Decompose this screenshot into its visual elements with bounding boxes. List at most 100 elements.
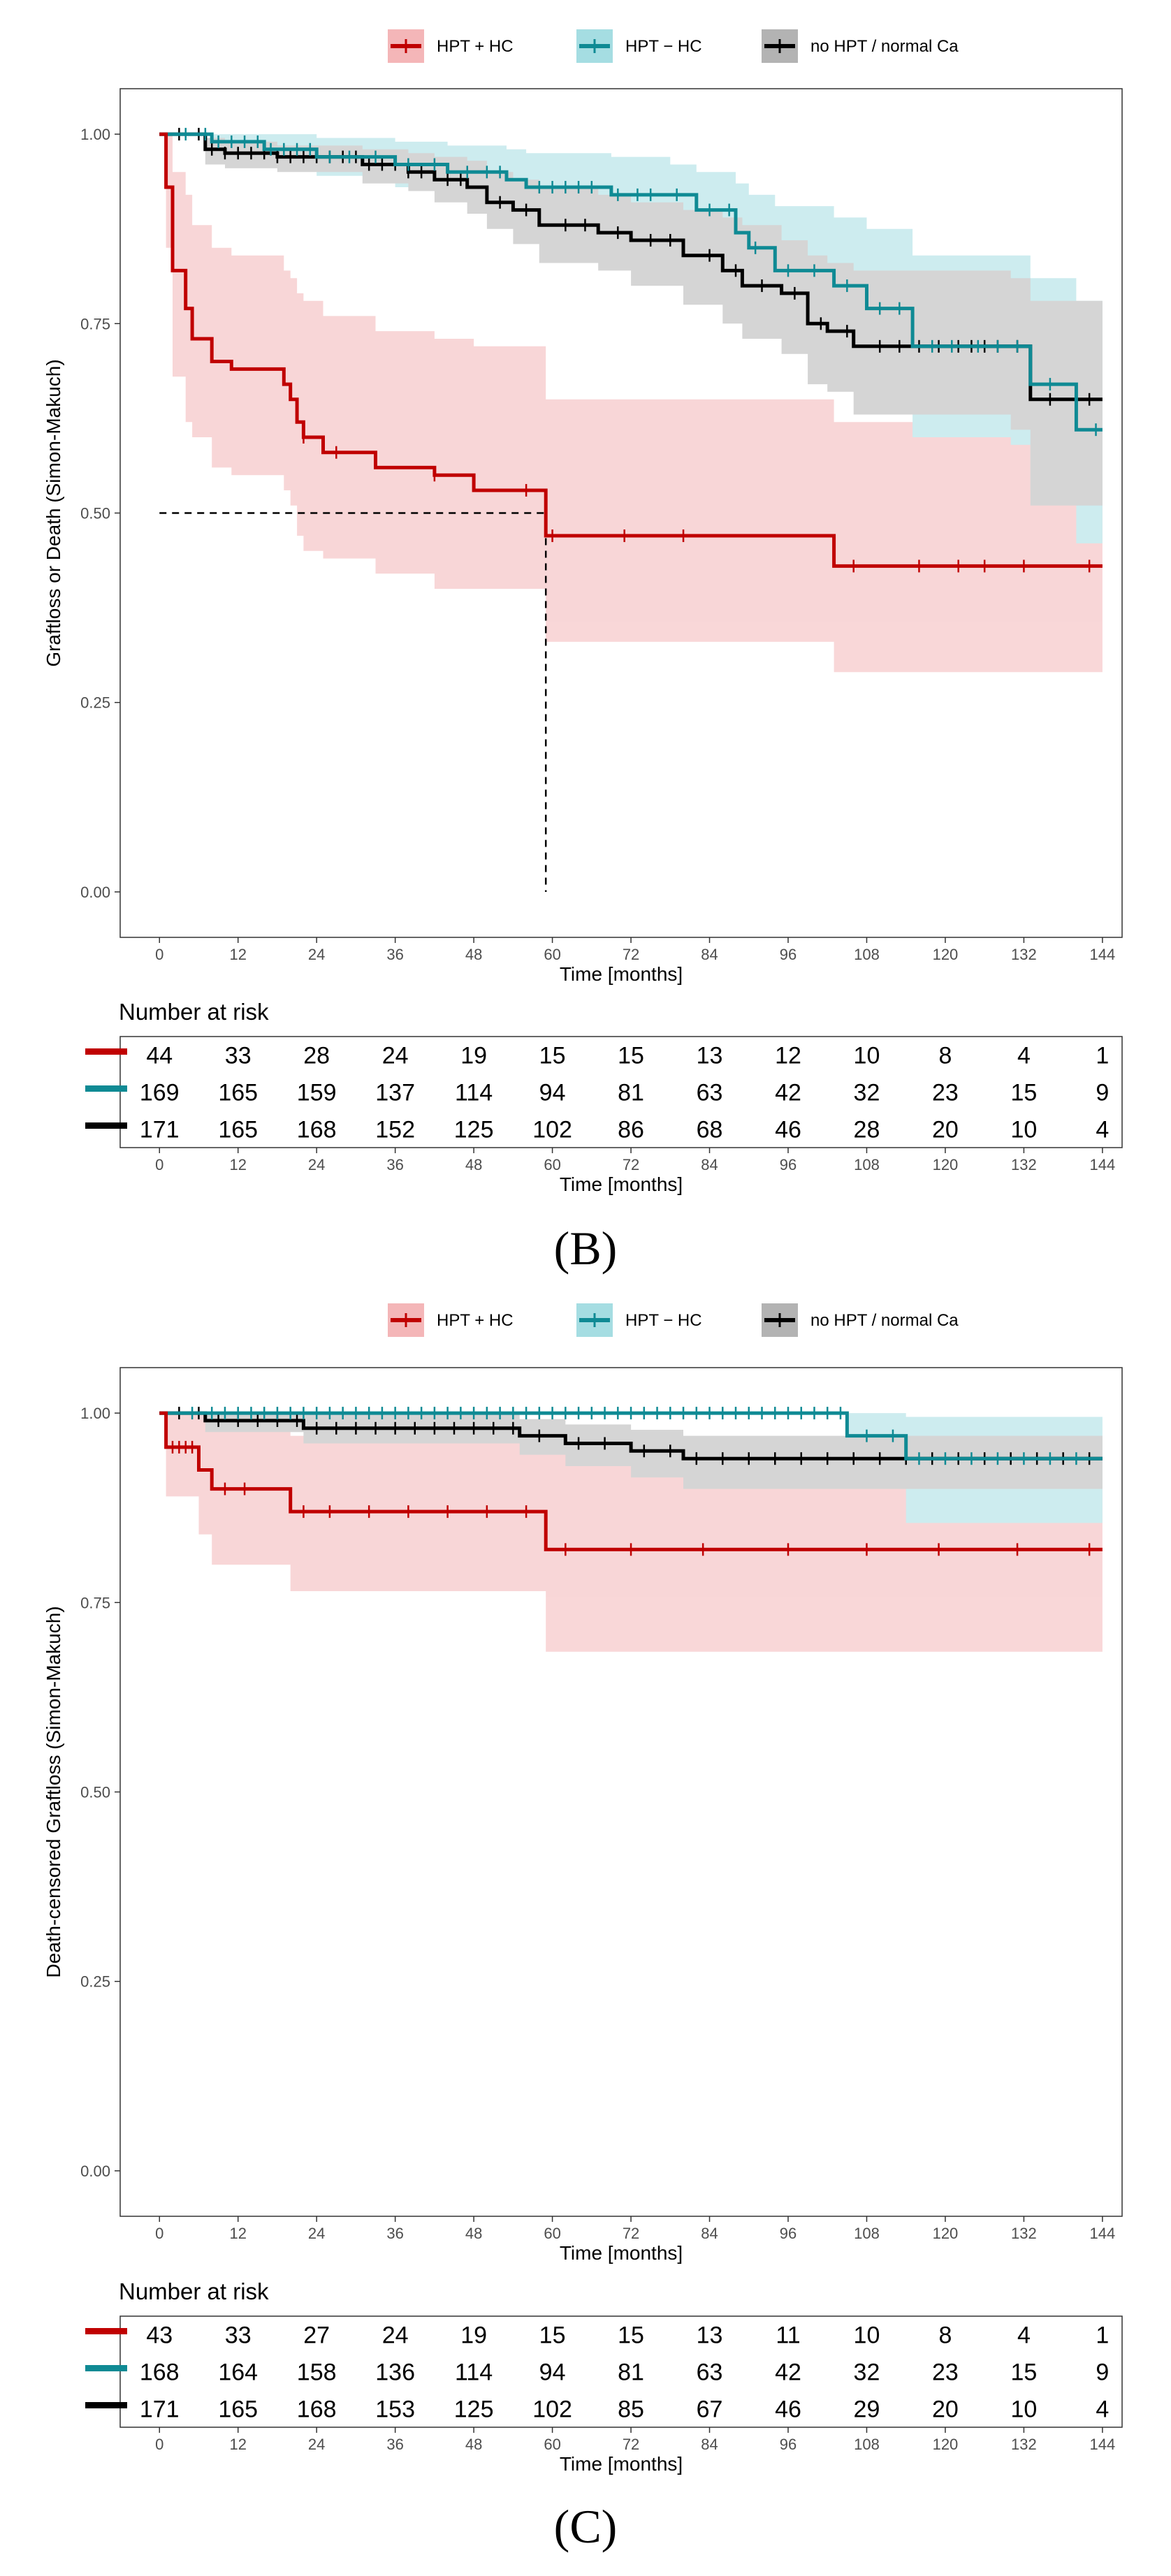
- risk-count: 171: [140, 1117, 180, 1143]
- risk-count: 171: [140, 2396, 180, 2423]
- risk-count: 4: [1096, 1117, 1109, 1143]
- risk-count: 169: [140, 1080, 180, 1106]
- risk-x-tick-label: 120: [933, 2436, 959, 2453]
- series-hpt-hc: [159, 1407, 1103, 1465]
- risk-count: 4: [1017, 2322, 1031, 2349]
- risk-count: 27: [303, 2322, 330, 2349]
- risk-count: 168: [297, 1117, 337, 1143]
- x-tick-label: 108: [854, 946, 880, 963]
- legend-label-hpt-hc: HPT − HC: [625, 37, 702, 56]
- series-hpt-hc: [159, 128, 1103, 437]
- x-axis: 0 12 24 36 48 60 72 84 96 108 120 132 144 Time [month…: [155, 937, 1115, 985]
- x-tick-label: 108: [854, 2225, 880, 2242]
- risk-count: 136: [375, 2359, 415, 2386]
- x-tick-label: 84: [701, 946, 718, 963]
- risk-count: 44: [146, 1043, 173, 1069]
- risk-count: 12: [775, 1043, 801, 1069]
- risk-count: 15: [618, 1043, 644, 1069]
- risk-count: 28: [303, 1043, 330, 1069]
- x-tick-label: 36: [386, 2225, 403, 2242]
- risk-count: 43: [146, 2322, 173, 2349]
- risk-table-frame: [119, 2315, 1123, 2428]
- y-tick-label: 0.25: [80, 1973, 110, 1991]
- y-tick-label: 0.00: [80, 884, 110, 901]
- risk-count: 15: [539, 2322, 566, 2349]
- ci-band-hpt-hc: [159, 134, 1103, 673]
- x-tick-label: 96: [780, 2225, 797, 2242]
- risk-count: 164: [218, 2359, 258, 2386]
- series-hpt-hc: [159, 1411, 1103, 1556]
- risk-count: 8: [938, 2322, 952, 2349]
- risk-count: 19: [460, 2322, 487, 2349]
- risk-count: 15: [539, 1043, 566, 1069]
- x-tick-label: 48: [465, 2225, 482, 2242]
- x-tick-label: 144: [1090, 946, 1116, 963]
- risk-row-hpt-hc: 168 164 158 136 114 94 81 63 42 32 23 15 9: [85, 2359, 1109, 2386]
- risk-x-tick-label: 108: [854, 1156, 880, 1173]
- risk-count: 15: [1010, 2359, 1037, 2386]
- x-tick-label: 24: [308, 946, 325, 963]
- legend: HPT + HC HPT − HC no HPT / normal Ca: [388, 1303, 959, 1337]
- risk-count: 20: [932, 2396, 959, 2423]
- legend-label-no-hpt-normal-ca: no HPT / normal Ca: [810, 1311, 959, 1330]
- risk-count: 33: [225, 1043, 252, 1069]
- x-tick-label: 12: [229, 946, 246, 963]
- x-axis: 0 12 24 36 48 60 72 84 96 108 120 132 144 Time [month…: [155, 2216, 1115, 2264]
- risk-x-tick-label: 132: [1011, 1156, 1037, 1173]
- risk-x-tick-label: 108: [854, 2436, 880, 2453]
- x-tick-label: 144: [1090, 2225, 1116, 2242]
- risk-count: 33: [225, 2322, 252, 2349]
- risk-count: 158: [297, 2359, 337, 2386]
- risk-count: 159: [297, 1080, 337, 1106]
- curve-hpt-hc: [159, 132, 1103, 568]
- legend-label-hpt-hc: HPT + HC: [437, 37, 514, 56]
- risk-count: 102: [532, 1117, 572, 1143]
- x-axis-title: Time [months]: [560, 963, 683, 985]
- x-tick-label: 12: [229, 2225, 246, 2242]
- x-tick-label: 24: [308, 2225, 325, 2242]
- legend-item-no-hpt-normal-ca: no HPT / normal Ca: [762, 29, 959, 63]
- risk-row-hpt-hc: 169 165 159 137 114 94 81 63 42 32 23 15 9: [85, 1080, 1109, 1106]
- risk-count: 86: [618, 1117, 644, 1143]
- risk-x-tick-label: 36: [386, 2436, 403, 2453]
- risk-count: 8: [938, 1043, 952, 1069]
- risk-count: 42: [775, 2359, 801, 2386]
- y-tick-label: 0.75: [80, 315, 110, 332]
- x-axis-title: Time [months]: [560, 2242, 683, 2264]
- risk-x-tick-label: 60: [544, 2436, 560, 2453]
- risk-count: 10: [854, 1043, 880, 1069]
- risk-count: 46: [775, 1117, 801, 1143]
- risk-count: 81: [618, 1080, 644, 1106]
- ci-band-hpt-hc: [159, 134, 1103, 543]
- legend: HPT + HC HPT − HC no HPT / normal Ca: [388, 29, 959, 63]
- risk-count: 165: [218, 1080, 258, 1106]
- risk-count: 10: [1010, 2396, 1037, 2423]
- x-tick-label: 96: [780, 946, 797, 963]
- risk-count: 28: [854, 1117, 880, 1143]
- risk-count: 13: [697, 2322, 723, 2349]
- risk-x-tick-label: 24: [308, 1156, 325, 1173]
- risk-x-tick-label: 72: [623, 1156, 639, 1173]
- risk-count: 32: [854, 2359, 880, 2386]
- panel-label-c: (C): [554, 2500, 618, 2553]
- panel-label-b: (B): [554, 1222, 618, 1275]
- x-tick-label: 120: [933, 946, 959, 963]
- y-axis-title: Graftloss or Death (Simon-Makuch): [43, 359, 64, 666]
- risk-table-x-axis-title: Time [months]: [560, 1173, 683, 1195]
- risk-count: 9: [1096, 1080, 1109, 1106]
- panel-b-chart: HPT + HC HPT − HC no HPT / normal Ca 0.00 0.…: [43, 29, 1123, 1195]
- y-tick-label: 0.50: [80, 505, 110, 522]
- risk-row-hpt-hc: 44 33 28 24 19 15 15 13 12 10 8 4 1: [85, 1043, 1109, 1069]
- risk-count: 114: [455, 1080, 493, 1106]
- risk-x-tick-label: 120: [933, 1156, 959, 1173]
- risk-count: 15: [618, 2322, 644, 2349]
- risk-x-tick-label: 144: [1090, 2436, 1116, 2453]
- risk-count: 102: [532, 2396, 572, 2423]
- x-tick-label: 72: [623, 2225, 639, 2242]
- risk-count: 23: [932, 1080, 959, 1106]
- x-tick-label: 132: [1011, 2225, 1037, 2242]
- risk-count: 137: [375, 1080, 415, 1106]
